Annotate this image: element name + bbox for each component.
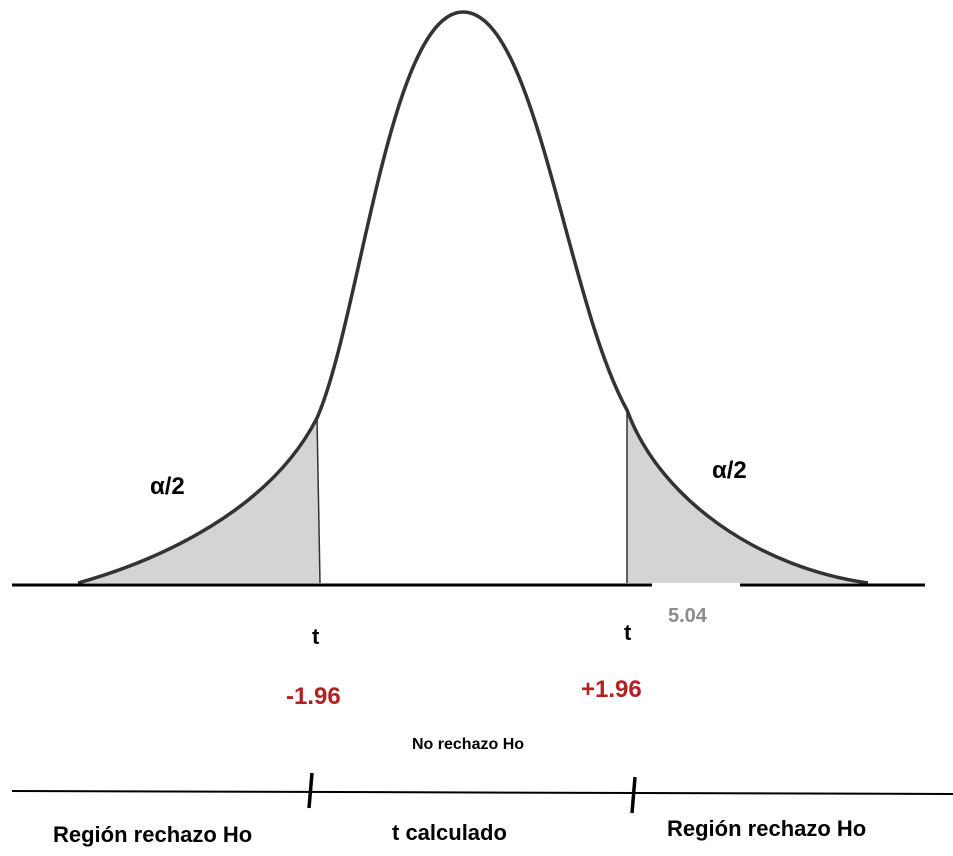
t-left-label: t [312, 624, 320, 649]
bell-curve [77, 10, 869, 585]
region-reject-left-label: Región rechazo Ho [53, 822, 252, 847]
left-rejection-tail [78, 418, 320, 583]
critical-value-right: +1.96 [581, 676, 642, 703]
right-rejection-tail [627, 410, 868, 583]
region-line [11, 790, 953, 795]
alpha-half-left-label: α/2 [150, 473, 185, 500]
alpha-half-right-label: α/2 [712, 457, 747, 484]
region-t-calculated-label: t calculado [392, 820, 507, 845]
region-tick-right [630, 776, 637, 814]
t-right-label: t [624, 620, 632, 645]
region-reject-right-label: Región rechazo Ho [667, 816, 866, 841]
t-calculated-value: 5.04 [668, 605, 708, 627]
critical-line-left [316, 417, 321, 584]
axis-gap [652, 583, 740, 588]
critical-value-left: -1.96 [286, 683, 341, 710]
region-tick-left [307, 772, 314, 809]
no-reject-label: No rechazo Ho [412, 736, 524, 753]
